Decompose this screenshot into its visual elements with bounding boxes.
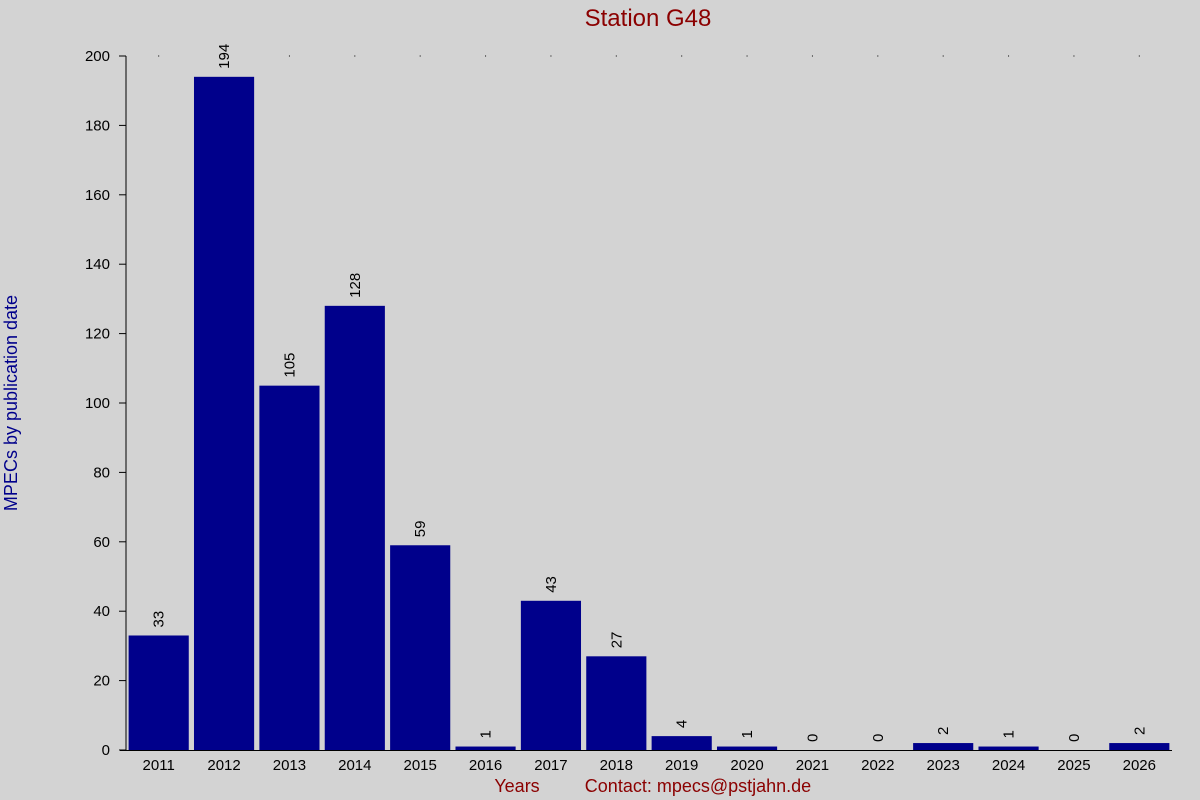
- y-tick-label: 100: [85, 395, 110, 412]
- bar-2011: [128, 635, 189, 750]
- x-tick-label: 2025: [1057, 757, 1090, 774]
- grid-layer: [158, 55, 1140, 57]
- data-label-2025: 0: [1066, 734, 1083, 742]
- grid-dot: [485, 55, 487, 57]
- data-label-2011: 33: [151, 611, 168, 628]
- grid-dot: [877, 55, 879, 57]
- bar-2014: [324, 305, 385, 750]
- grid-dot: [1008, 55, 1010, 57]
- y-tick-label: 20: [93, 673, 110, 690]
- data-label-2017: 43: [543, 576, 560, 593]
- x-axis-label: Years: [494, 776, 539, 796]
- grid-dot: [288, 55, 290, 57]
- bar-2019: [651, 736, 712, 750]
- grid-dot: [419, 55, 421, 57]
- data-label-2024: 1: [1001, 730, 1018, 738]
- data-label-2012: 194: [216, 44, 233, 69]
- x-tick-label: 2015: [404, 757, 437, 774]
- bar-2013: [259, 385, 320, 750]
- data-label-2013: 105: [281, 353, 298, 378]
- bar-2017: [520, 600, 582, 750]
- y-axis-ticks: 0 20 40 60 80 100 120 140 160 180 200: [85, 48, 126, 759]
- data-label-2015: 59: [412, 521, 429, 538]
- bar-2026: [1109, 743, 1170, 750]
- y-tick-label: 140: [85, 256, 110, 273]
- bars-layer: [128, 76, 1170, 750]
- grid-dot: [550, 55, 552, 57]
- x-tick-label: 2013: [273, 757, 306, 774]
- x-tick-label: 2012: [207, 757, 240, 774]
- y-tick-label: 160: [85, 187, 110, 204]
- bar-2024: [978, 746, 1039, 750]
- bar-2016: [455, 746, 516, 750]
- x-tick-label: 2022: [861, 757, 894, 774]
- grid-dot: [746, 55, 748, 57]
- y-tick-label: 180: [85, 117, 110, 134]
- data-label-2018: 27: [608, 632, 625, 649]
- x-tick-label: 2011: [143, 757, 175, 774]
- y-tick-label: 80: [93, 464, 110, 481]
- data-label-2016: 1: [478, 730, 495, 738]
- x-tick-label: 2023: [927, 757, 960, 774]
- grid-dot: [942, 55, 944, 57]
- data-labels: 33 194 105 128 59 1 43 27 4 1 0 0 2 1 0 2: [151, 44, 1149, 742]
- grid-dot: [615, 55, 617, 57]
- grid-dot: [1073, 55, 1075, 57]
- data-label-2019: 4: [674, 720, 691, 728]
- x-tick-label: 2016: [469, 757, 502, 774]
- grid-dot: [681, 55, 683, 57]
- bar-2018: [586, 656, 647, 750]
- bar-2015: [390, 545, 451, 750]
- data-label-2022: 0: [870, 734, 887, 742]
- bar-2023: [913, 743, 974, 750]
- grid-dot: [158, 55, 160, 57]
- x-tick-label: 2019: [665, 757, 698, 774]
- data-label-2026: 2: [1131, 727, 1148, 735]
- chart-title: Station G48: [585, 5, 712, 32]
- bar-2012: [193, 76, 255, 750]
- data-label-2021: 0: [804, 734, 821, 742]
- x-tick-label: 2017: [534, 757, 567, 774]
- contact-text: Contact: mpecs@pstjahn.de: [585, 776, 811, 796]
- data-label-2020: 1: [739, 730, 756, 738]
- x-tick-label: 2026: [1123, 757, 1156, 774]
- y-tick-label: 120: [85, 326, 110, 343]
- grid-dot: [354, 55, 356, 57]
- x-tick-label: 2024: [992, 757, 1025, 774]
- grid-dot: [223, 55, 225, 57]
- x-axis-ticks: 2011 2012 2013 2014 2015 2016 2017 2018 2019 2020…: [143, 757, 1156, 774]
- y-tick-label: 0: [102, 742, 110, 759]
- y-tick-label: 200: [85, 48, 110, 65]
- x-tick-label: 2020: [730, 757, 763, 774]
- data-label-2023: 2: [935, 727, 952, 735]
- grid-dot: [1138, 55, 1140, 57]
- y-tick-label: 60: [93, 534, 110, 551]
- x-tick-label: 2018: [600, 757, 633, 774]
- bar-2020: [716, 746, 778, 750]
- x-tick-label: 2014: [338, 757, 371, 774]
- y-tick-label: 40: [93, 603, 110, 620]
- grid-dot: [811, 55, 813, 57]
- x-tick-label: 2021: [796, 757, 829, 774]
- y-axis-label: MPECs by publication date: [1, 295, 21, 511]
- data-label-2014: 128: [347, 273, 364, 298]
